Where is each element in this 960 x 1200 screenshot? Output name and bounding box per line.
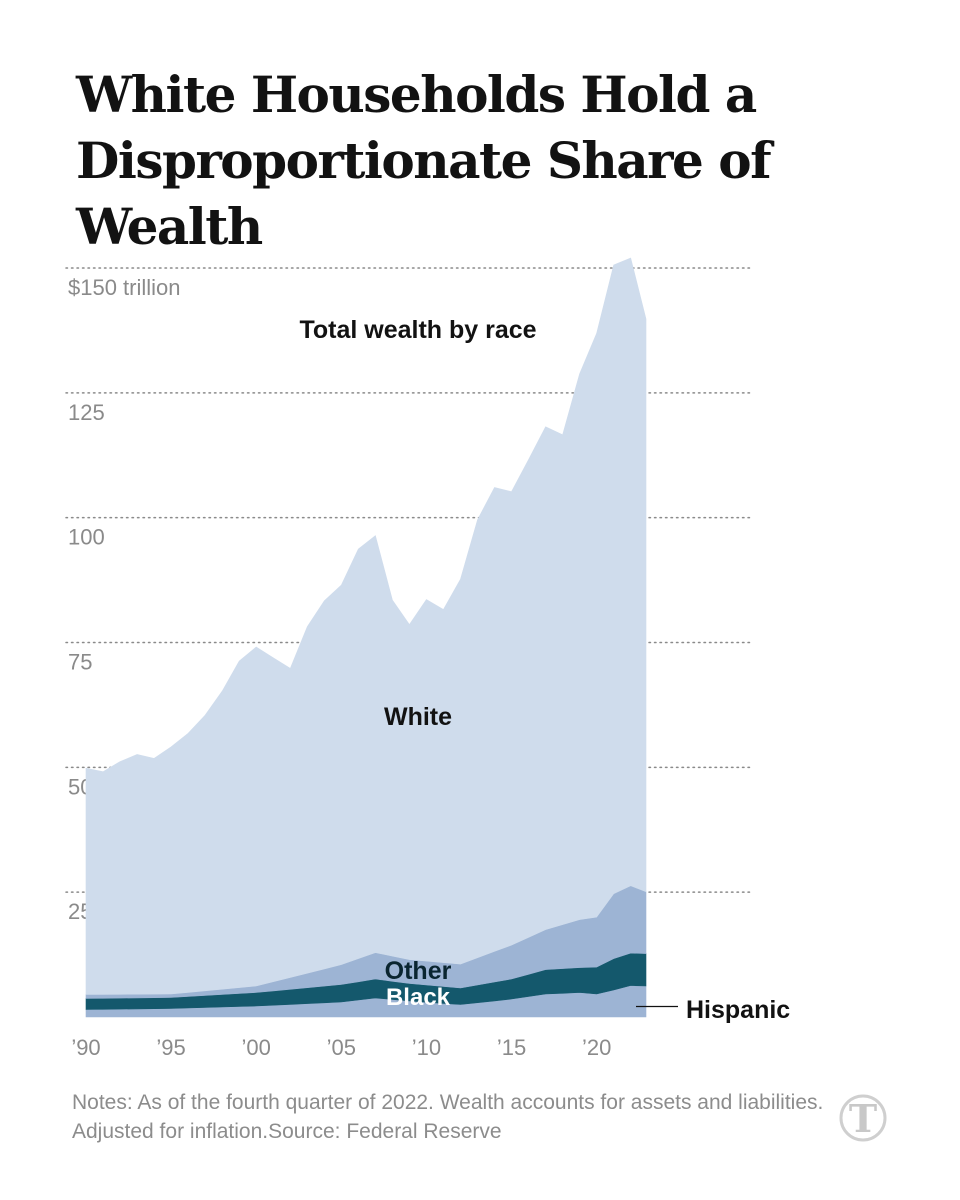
logo-letter: T bbox=[849, 1096, 877, 1141]
x-tick-label: ’95 bbox=[156, 1035, 185, 1060]
x-tick-label: ’90 bbox=[71, 1035, 100, 1060]
y-tick-label: $150 trillion bbox=[68, 275, 181, 300]
x-tick-label: ’15 bbox=[497, 1035, 526, 1060]
nyt-t-logo-icon: T bbox=[839, 1094, 887, 1142]
y-tick-label: 75 bbox=[68, 649, 92, 674]
other-series-label: Other bbox=[385, 957, 452, 985]
stacked-areas bbox=[85, 257, 647, 1018]
grid-lines: $150 trillion125100755025’90’95’00’05’10… bbox=[65, 267, 753, 1060]
x-tick-label: ’20 bbox=[582, 1035, 611, 1060]
black-series-label: Black bbox=[386, 984, 451, 1011]
chart-title: White Households Hold a Disproportionate… bbox=[76, 62, 936, 260]
total-wealth-label: Total wealth by race bbox=[299, 316, 536, 344]
x-tick-label: ’10 bbox=[412, 1035, 441, 1060]
title-line-2: Disproportionate Share of Wealth bbox=[76, 131, 772, 256]
x-tick-label: ’00 bbox=[242, 1035, 271, 1060]
nyt-logo: T bbox=[838, 1088, 888, 1144]
area-white bbox=[85, 257, 647, 995]
hispanic-series-label: Hispanic bbox=[686, 996, 790, 1024]
x-tick-label: ’05 bbox=[327, 1035, 356, 1060]
source-note: Notes: As of the fourth quarter of 2022.… bbox=[72, 1091, 824, 1143]
y-tick-label: 100 bbox=[68, 525, 105, 550]
wealth-area-chart: $150 trillion125100755025’90’95’00’05’10… bbox=[65, 257, 790, 1060]
white-series-label: White bbox=[384, 703, 452, 731]
title-line-1: White Households Hold a bbox=[76, 65, 757, 124]
y-tick-label: 125 bbox=[68, 400, 105, 425]
